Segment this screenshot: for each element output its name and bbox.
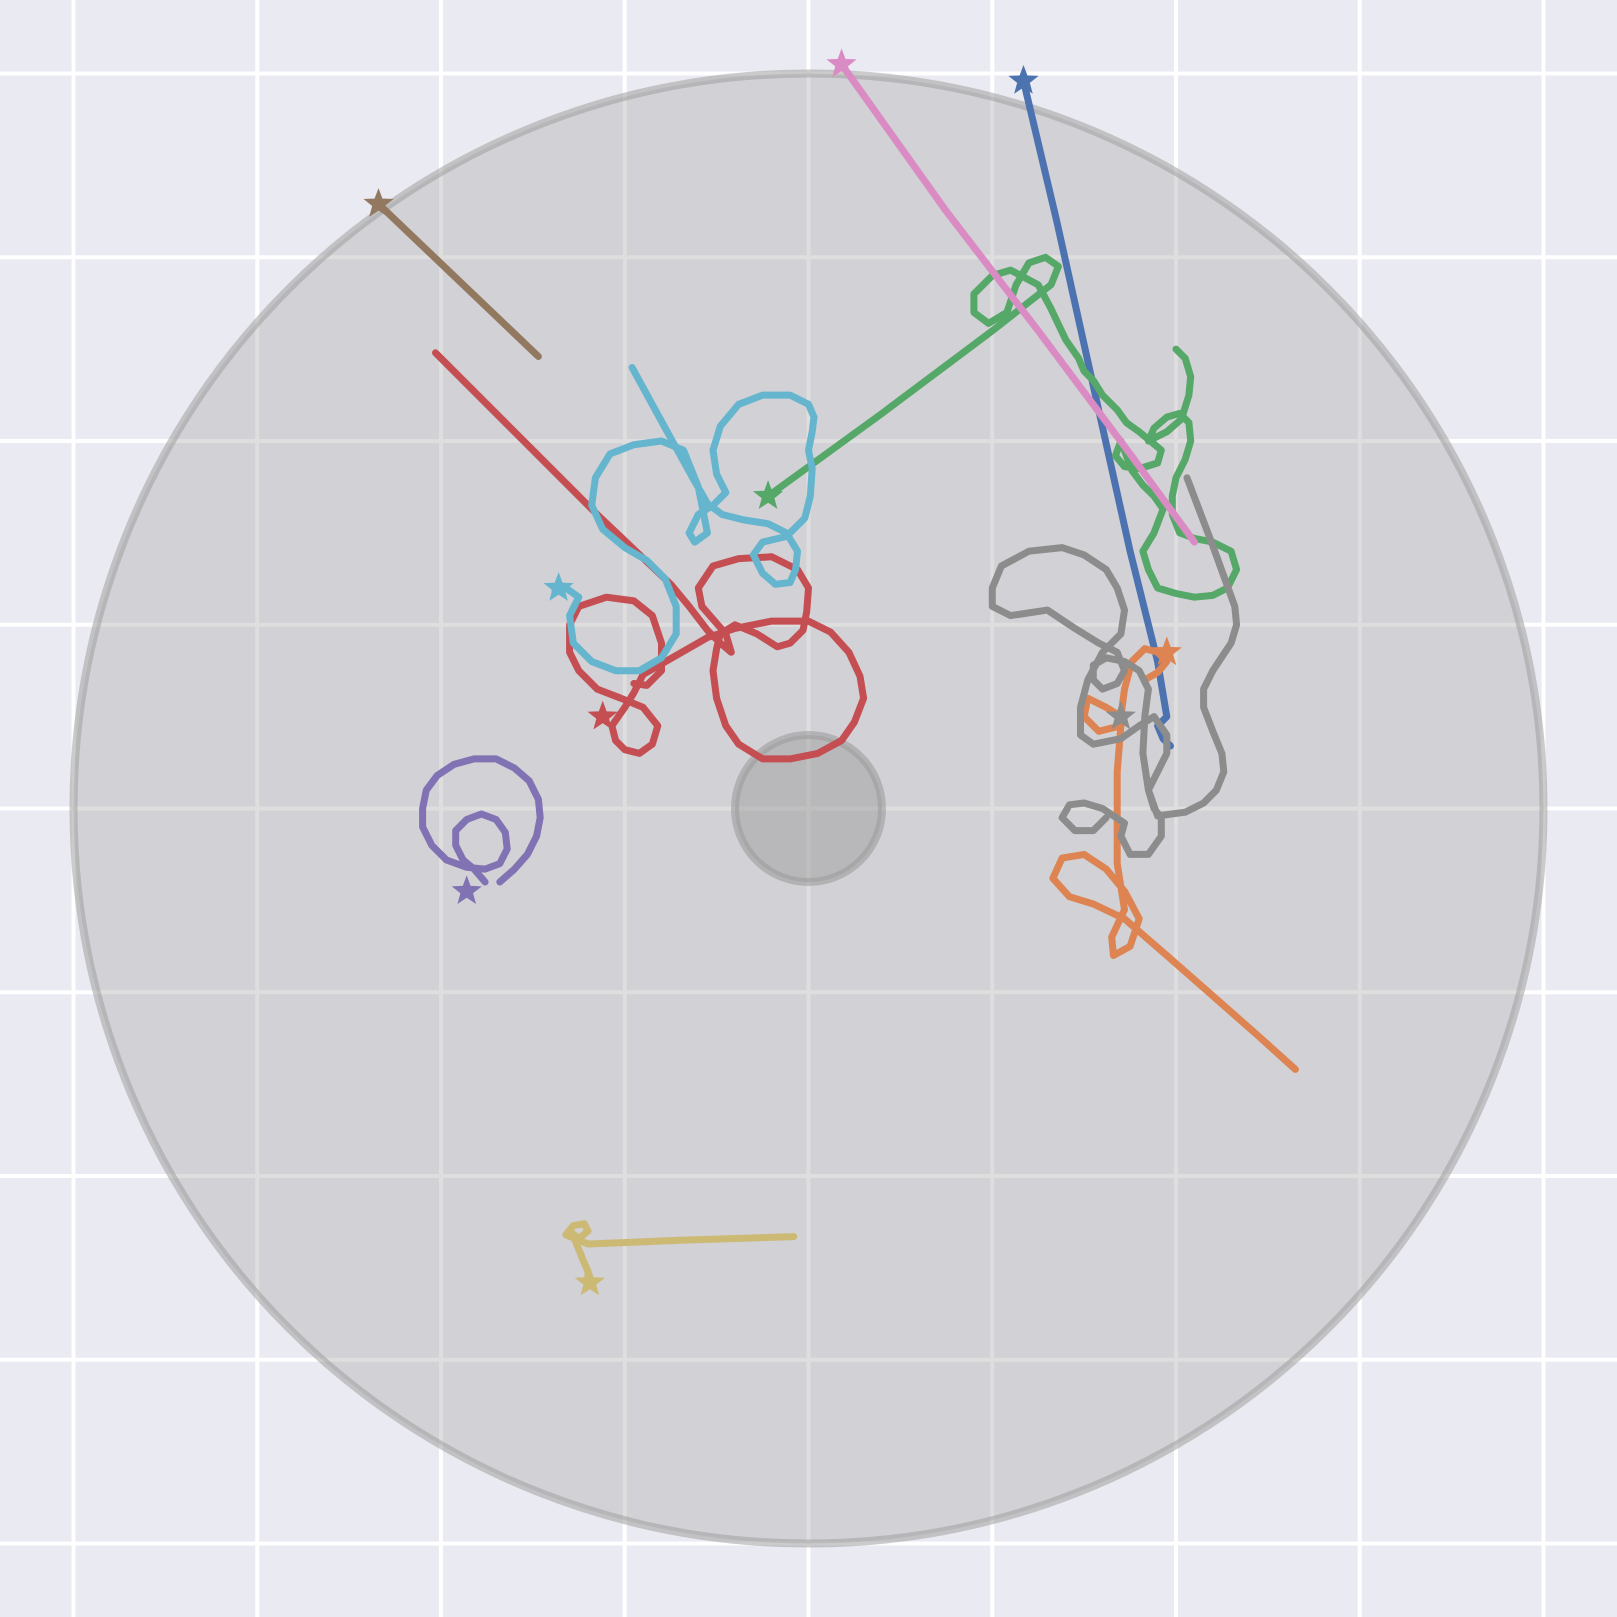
trajectory-9 [551,364,818,675]
start-marker-7 [1105,700,1136,730]
start-marker-1 [1151,636,1182,666]
start-marker-4 [451,875,482,905]
start-markers [363,48,1182,1296]
start-marker-5 [363,188,394,217]
trajectory-6 [838,60,1198,546]
start-marker-0 [1008,65,1039,94]
arena [69,69,1548,1548]
trajectory-3 [432,349,868,763]
start-marker-3 [587,700,618,730]
start-marker-2 [752,480,784,509]
trajectory-2 [764,253,1241,601]
trajectory-8 [562,1220,798,1283]
arena-outer-circle [69,69,1548,1548]
start-marker-6 [826,48,857,78]
start-marker-8 [574,1266,605,1296]
trajectory-0 [1020,77,1174,750]
trajectory-1 [1049,645,1299,1073]
arena-inner-circle [731,731,886,886]
trajectory-5 [375,200,542,360]
trajectory-4 [419,755,544,886]
start-marker-9 [543,572,574,601]
trajectory-7 [988,474,1241,858]
trajectories [375,60,1299,1283]
